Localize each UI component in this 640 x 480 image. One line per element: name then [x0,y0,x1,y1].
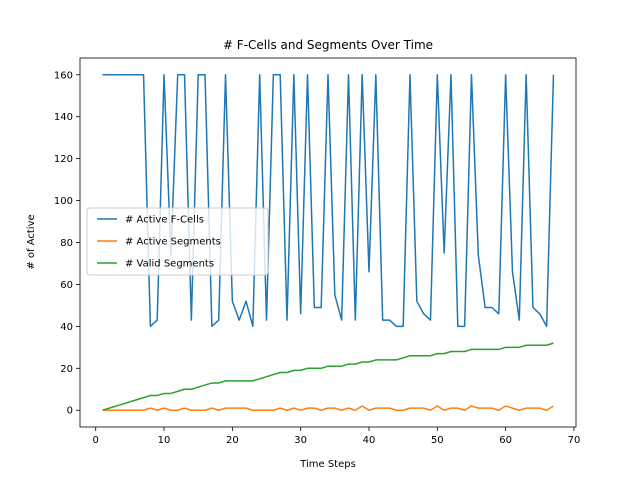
axes-frame [79,57,577,428]
x-tick-label: 60 [499,435,512,446]
legend: # Active F-Cells # Active Segments # Valid… [86,207,269,276]
y-tick-label: 20 [60,364,73,375]
x-tick-label: 70 [568,435,581,446]
y-tick-label: 100 [54,196,73,207]
chart-title: # F-Cells and Segments Over Time [223,38,433,52]
series-line-3 [102,342,554,411]
y-tick-label: 0 [67,406,73,417]
y-tick-label: 60 [60,280,73,291]
plot-area: 0 10 20 30 40 50 60 70 0 20 40 60 80 100 120 140 160 [54,57,581,446]
x-axis-label: Time Steps [299,459,356,470]
x-tick-label: 10 [158,435,171,446]
series-line-1 [102,74,555,328]
y-tick-label: 160 [54,70,73,81]
x-tick-label: 50 [431,435,444,446]
series-line-2 [102,405,554,411]
legend-label-3: # Valid Segments [125,259,214,270]
y-tick-label: 140 [54,112,73,123]
y-axis-label: # of Active [26,214,37,269]
x-tick-label: 0 [93,435,99,446]
legend-label-2: # Active Segments [125,237,221,248]
y-tick-label: 40 [60,322,73,333]
legend-label-1: # Active F-Cells [125,215,204,226]
x-tick-label: 30 [294,435,307,446]
y-tick-label: 120 [54,154,73,165]
y-tick-label: 80 [60,238,73,249]
legend-box [86,207,269,276]
x-tick-label: 40 [363,435,376,446]
x-tick-label: 20 [226,435,239,446]
